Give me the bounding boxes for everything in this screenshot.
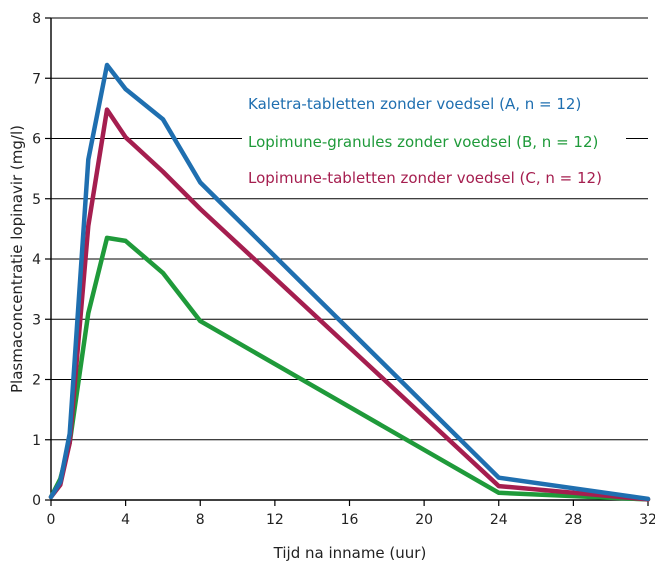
y-tick-label: 7 [32, 71, 41, 87]
y-tick-label: 8 [32, 11, 41, 27]
series-lines [48, 62, 651, 502]
x-tick-label: 28 [564, 512, 582, 528]
y-tick-label: 5 [32, 192, 41, 208]
y-tick-label: 3 [32, 312, 41, 328]
y-tick-label: 2 [32, 373, 41, 389]
y-tick-label: 6 [32, 132, 41, 148]
legend-entry-1: Lopimune-granules zonder voedsel (B, n =… [248, 133, 598, 151]
legend-entry-0: Kaletra-tabletten zonder voedsel (A, n =… [248, 95, 581, 113]
legend-background [242, 86, 626, 198]
x-tick-label: 12 [266, 512, 284, 528]
x-tick-label: 4 [121, 512, 130, 528]
y-tick-label: 1 [32, 433, 41, 449]
series-line-0 [48, 62, 651, 502]
gridlines [51, 17, 648, 441]
legend: Kaletra-tabletten zonder voedsel (A, n =… [242, 86, 626, 198]
x-tick-label: 0 [47, 512, 56, 528]
y-tick-label: 0 [32, 493, 41, 509]
legend-entry-2: Lopimune-tabletten zonder voedsel (C, n … [248, 169, 602, 187]
axes [45, 17, 649, 506]
x-tick-label: 20 [415, 512, 433, 528]
x-tick-label: 8 [196, 512, 205, 528]
y-tick-label: 4 [32, 252, 41, 268]
x-tick-label: 32 [639, 512, 655, 528]
x-tick-label: 16 [341, 512, 359, 528]
x-axis-label: Tijd na inname (uur) [273, 544, 427, 562]
y-axis-label: Plasmaconcentratie lopinavir (mg/l) [8, 125, 26, 393]
series-line-1 [48, 235, 651, 502]
x-tick-label: 24 [490, 512, 508, 528]
